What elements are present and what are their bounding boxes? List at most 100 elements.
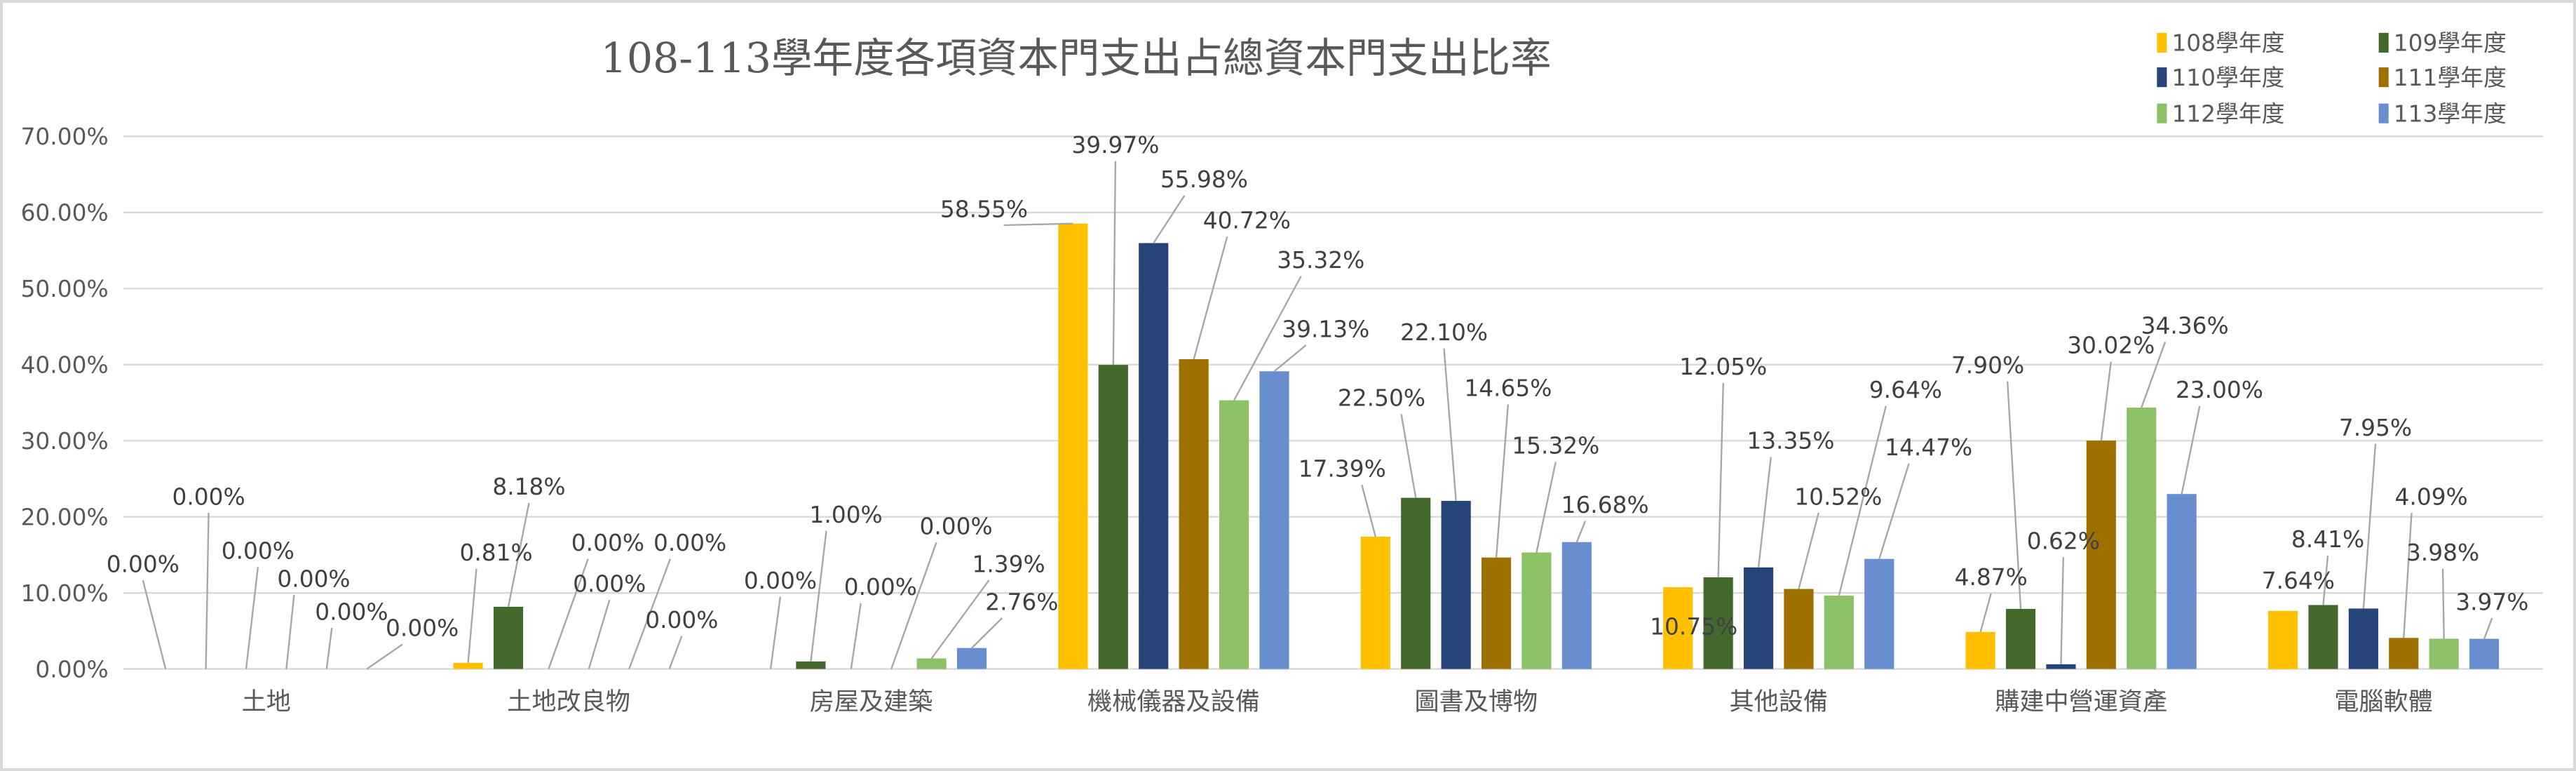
leader-line bbox=[2362, 443, 2377, 609]
data-label: 8.41% bbox=[2291, 526, 2364, 553]
category-label: 電腦軟體 bbox=[2334, 688, 2433, 716]
data-label: 8.18% bbox=[492, 474, 565, 500]
leader-line bbox=[2483, 617, 2493, 639]
leader-line bbox=[1717, 382, 1724, 577]
data-label: 0.00% bbox=[573, 570, 646, 597]
leader-line bbox=[1233, 276, 1302, 401]
leader-line bbox=[366, 643, 403, 670]
bar-110學年度-其他設備 bbox=[1743, 567, 1774, 669]
data-label: 10.75% bbox=[1650, 613, 1737, 640]
bar-111學年度-購建中營運資產 bbox=[2086, 441, 2116, 669]
data-label: 22.10% bbox=[1400, 319, 1488, 346]
data-label: 0.00% bbox=[920, 513, 993, 539]
data-label: 58.55% bbox=[940, 196, 1028, 222]
data-label: 14.47% bbox=[1885, 434, 1972, 461]
data-label: 13.35% bbox=[1747, 428, 1834, 455]
leader-line bbox=[1536, 462, 1557, 553]
bar-109學年度-其他設備 bbox=[1703, 577, 1733, 669]
bar-111學年度-其他設備 bbox=[1784, 589, 1814, 669]
data-label: 0.00% bbox=[222, 538, 294, 565]
bar-110學年度-電腦軟體 bbox=[2348, 608, 2378, 669]
leader-line bbox=[1979, 593, 1992, 633]
leader-line bbox=[548, 558, 589, 669]
leader-line bbox=[1112, 161, 1117, 366]
data-label: 0.00% bbox=[844, 574, 917, 601]
data-label: 0.81% bbox=[459, 539, 532, 566]
bar-110學年度-圖書及博物 bbox=[1441, 500, 1471, 669]
leader-line bbox=[325, 627, 333, 669]
bar-109學年度-電腦軟體 bbox=[2308, 605, 2338, 669]
leader-line bbox=[1575, 521, 1587, 543]
data-label: 0.00% bbox=[571, 530, 644, 556]
y-tick-label: 10.00% bbox=[21, 580, 109, 607]
y-tick-label: 60.00% bbox=[21, 200, 109, 227]
data-label: 0.00% bbox=[645, 607, 718, 633]
category-label: 機械儀器及設備 bbox=[1087, 688, 1260, 716]
data-label: 22.50% bbox=[1338, 385, 1425, 412]
leader-line bbox=[810, 530, 827, 662]
category-label: 土地 bbox=[242, 688, 291, 716]
bar-109學年度-圖書及博物 bbox=[1401, 497, 1431, 669]
legend-swatch bbox=[2157, 103, 2167, 123]
bar-109學年度-購建中營運資產 bbox=[2005, 608, 2036, 669]
leader-line bbox=[507, 502, 530, 608]
data-label: 7.95% bbox=[2339, 415, 2412, 441]
data-label: 0.00% bbox=[386, 615, 459, 642]
bar-109學年度-土地改良物 bbox=[493, 606, 524, 669]
leader-line bbox=[1153, 195, 1186, 244]
leader-line bbox=[2141, 341, 2167, 408]
chart-title: 108-113學年度各項資本門支出占總資本門支出比率 bbox=[601, 34, 1552, 82]
data-label: 15.32% bbox=[1512, 433, 1599, 460]
bar-111學年度-機械儀器及設備 bbox=[1179, 359, 1209, 669]
data-label: 14.65% bbox=[1464, 375, 1552, 402]
data-label: 39.97% bbox=[1071, 132, 1159, 159]
data-label: 1.39% bbox=[972, 551, 1045, 577]
leader-line bbox=[467, 568, 477, 663]
bar-108學年度-購建中營運資產 bbox=[1965, 631, 1995, 669]
data-label: 0.00% bbox=[277, 565, 350, 592]
leader-line bbox=[2060, 557, 2064, 664]
data-label: 3.98% bbox=[2406, 539, 2479, 566]
bar-110學年度-購建中營運資產 bbox=[2046, 664, 2076, 669]
leader-line bbox=[1361, 484, 1376, 537]
legend-label: 108學年度 bbox=[2171, 30, 2284, 57]
leader-line bbox=[1757, 457, 1772, 568]
leader-line bbox=[1443, 348, 1457, 502]
y-tick-label: 30.00% bbox=[21, 428, 109, 455]
legend-label: 111學年度 bbox=[2394, 65, 2507, 91]
y-tick-label: 50.00% bbox=[21, 276, 109, 302]
bar-111學年度-電腦軟體 bbox=[2389, 638, 2419, 669]
leader-line bbox=[668, 636, 683, 670]
data-label: 34.36% bbox=[2141, 313, 2229, 340]
legend-swatch bbox=[2378, 32, 2389, 53]
bar-108學年度-電腦軟體 bbox=[2267, 610, 2298, 669]
bar-109學年度-機械儀器及設備 bbox=[1098, 365, 1128, 669]
category-label: 房屋及建築 bbox=[810, 688, 933, 716]
leader-line bbox=[2441, 568, 2445, 639]
data-label: 12.05% bbox=[1679, 354, 1767, 380]
bar-112學年度-其他設備 bbox=[1824, 596, 1854, 669]
data-label: 4.09% bbox=[2395, 483, 2468, 510]
bar-113學年度-其他設備 bbox=[1864, 558, 1894, 669]
legend-swatch bbox=[2378, 103, 2389, 123]
leader-line bbox=[588, 599, 611, 669]
bar-112學年度-電腦軟體 bbox=[2429, 638, 2459, 669]
bar-112學年度-購建中營運資產 bbox=[2127, 407, 2157, 669]
data-label: 40.72% bbox=[1203, 208, 1291, 234]
data-label: 9.64% bbox=[1869, 377, 1942, 403]
leader-line bbox=[1193, 236, 1228, 360]
leader-line bbox=[1798, 512, 1819, 589]
bar-113學年度-購建中營運資產 bbox=[2167, 494, 2197, 669]
bar-112學年度-房屋及建築 bbox=[916, 658, 947, 669]
legend-swatch bbox=[2157, 32, 2167, 53]
legend-label: 112學年度 bbox=[2171, 100, 2284, 127]
legend-label: 113學年度 bbox=[2394, 100, 2507, 127]
data-label: 0.00% bbox=[172, 483, 245, 510]
data-label: 39.13% bbox=[1282, 316, 1369, 342]
data-label: 55.98% bbox=[1160, 166, 1248, 193]
bar-108學年度-圖書及博物 bbox=[1360, 537, 1390, 669]
leader-line bbox=[2403, 512, 2413, 638]
leader-line bbox=[2322, 555, 2329, 605]
leader-line bbox=[850, 603, 862, 669]
